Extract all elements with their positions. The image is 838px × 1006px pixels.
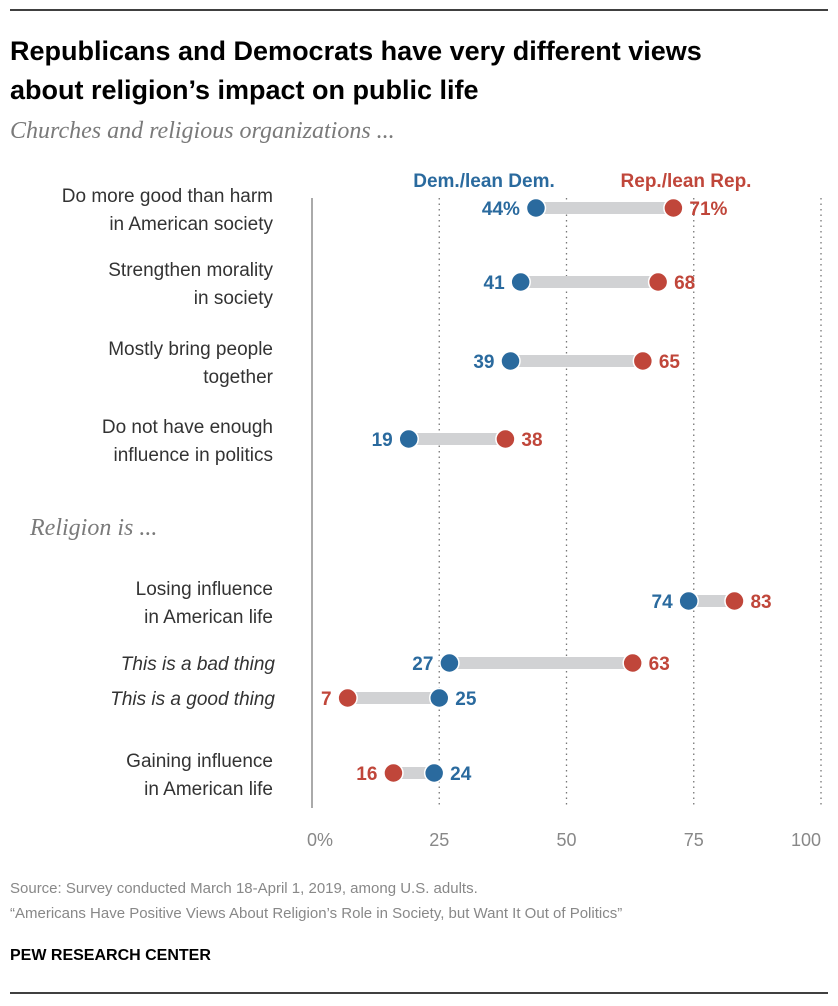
row-6: This is a good thing 25 7 <box>110 687 477 710</box>
row-label: in American life <box>144 607 273 628</box>
dem-dot <box>678 590 699 612</box>
dem-dot <box>439 652 460 674</box>
x-tick-label: 100 <box>791 830 821 850</box>
dem-value-label: 25 <box>455 689 477 710</box>
source-note: Source: Survey conducted March 18-April … <box>10 880 478 897</box>
x-tick-label: 25 <box>429 830 449 850</box>
x-tick-label: 0% <box>307 830 333 850</box>
row-label: Gaining influence <box>126 751 273 772</box>
dem-value-label: 24 <box>450 764 472 785</box>
title-line-1: Republicans and Democrats have very diff… <box>10 36 702 66</box>
rep-value-label: 63 <box>649 654 670 675</box>
row-label: Do more good than harm <box>62 186 273 207</box>
subtitle: Churches and religious organizations ... <box>10 118 395 144</box>
row-3: Do not have enough influence in politics 1… <box>102 417 543 466</box>
row-label: in society <box>194 288 274 309</box>
row-label: Do not have enough <box>102 417 273 438</box>
row-label: influence in politics <box>114 445 273 466</box>
row-label: in American life <box>144 779 273 800</box>
dem-value-label: 27 <box>412 654 433 675</box>
row-4: Losing influence in American life 74 83 <box>136 579 772 628</box>
brand-logo-text: PEW RESEARCH CENTER <box>10 947 211 964</box>
legend-rep: Rep./lean Rep. <box>621 171 752 192</box>
dem-dot <box>429 687 450 709</box>
row-2: Mostly bring people together 39 65 <box>108 339 680 388</box>
dem-dot <box>500 350 521 372</box>
rep-dot <box>337 687 358 709</box>
rep-value-label: 68 <box>674 273 695 294</box>
rep-dot <box>724 590 745 612</box>
rep-value-label: 71% <box>689 199 727 220</box>
row-label: This is a bad thing <box>121 654 276 675</box>
row-label: together <box>203 367 273 388</box>
dem-dot <box>510 271 531 293</box>
dem-value-label: 39 <box>473 352 494 373</box>
rep-value-label: 7 <box>321 689 332 710</box>
section-label-religion: Religion is ... <box>29 515 157 541</box>
rep-dot <box>632 350 654 372</box>
row-0: Do more good than harm in American societ… <box>62 186 728 235</box>
x-tick-label: 75 <box>684 830 704 850</box>
rep-value-label: 83 <box>750 592 771 613</box>
dem-value-label: 44% <box>482 199 520 220</box>
row-1: Strengthen morality in society 41 68 <box>108 260 695 309</box>
dem-value-label: 41 <box>484 273 506 294</box>
dem-value-label: 19 <box>372 430 393 451</box>
dem-value-label: 74 <box>652 592 674 613</box>
report-title: “Americans Have Positive Views About Rel… <box>10 905 622 922</box>
rep-value-label: 65 <box>659 352 681 373</box>
rep-value-label: 38 <box>521 430 542 451</box>
row-label: This is a good thing <box>110 689 275 710</box>
rep-dot <box>383 762 404 784</box>
row-label: in American society <box>109 214 273 235</box>
title-line-2: about religion’s impact on public life <box>10 75 479 105</box>
row-label: Mostly bring people <box>108 339 273 360</box>
dem-dot <box>525 197 547 219</box>
legend-dem: Dem./lean Dem. <box>413 171 555 192</box>
row-label: Strengthen morality <box>108 260 273 281</box>
rep-value-label: 16 <box>356 764 377 785</box>
x-tick-label: 50 <box>556 830 576 850</box>
row-5: This is a bad thing 27 63 <box>121 652 670 675</box>
rep-dot <box>495 428 516 450</box>
row-label: Losing influence <box>136 579 273 600</box>
rep-dot <box>622 652 643 674</box>
dem-dot <box>398 428 419 450</box>
rep-dot <box>647 271 669 293</box>
row-7: Gaining influence in American life 24 16 <box>126 751 472 800</box>
dem-dot <box>423 762 445 784</box>
rep-dot <box>663 197 684 219</box>
